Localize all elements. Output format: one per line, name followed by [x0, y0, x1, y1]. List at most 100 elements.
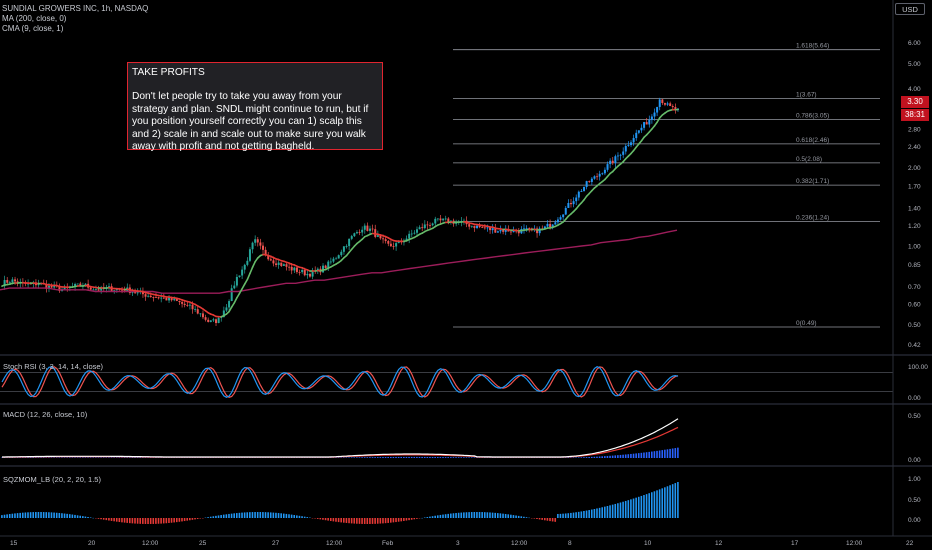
candle-body: [170, 297, 173, 301]
sqz-bar: [664, 487, 666, 518]
candle-body: [590, 178, 593, 182]
candle-body: [306, 273, 309, 276]
price-axis[interactable]: 6.00 5.00 4.00 2.80 2.40 2.00 1.70 1.40 1.20 1.00…: [892, 0, 932, 550]
sqz-bar: [296, 515, 298, 518]
candle-body: [196, 309, 199, 314]
sqz-bar: [619, 502, 622, 518]
candle-body: [486, 227, 489, 229]
sqz-bar: [557, 513, 559, 518]
macd-hist-bar: [369, 457, 371, 458]
take-profits-note[interactable]: TAKE PROFITS Don't let people try to tak…: [127, 62, 383, 152]
sqz-bar: [632, 498, 635, 518]
candle-body: [609, 160, 612, 165]
sqz-bar: [115, 518, 118, 522]
macd-hist-bar: [637, 453, 640, 458]
sqz-bar: [549, 518, 551, 522]
sqz-bar: [369, 518, 371, 524]
sqz-bar: [142, 518, 144, 524]
fib-label-4: 0.5(2.08): [796, 156, 822, 163]
symbol-title[interactable]: SUNDIAL GROWERS INC, 1h, NASDAQ: [2, 4, 149, 13]
sqzmom-label[interactable]: SQZMOM_LB (20, 2, 20, 1.5): [3, 475, 101, 484]
candle-body: [622, 151, 625, 155]
sqz-bar: [604, 506, 606, 518]
candle-body: [259, 242, 262, 246]
sqz-bar: [147, 518, 149, 524]
sqz-bar: [337, 518, 340, 523]
macd-hist-bar: [450, 457, 452, 458]
sqz-bar: [546, 518, 549, 521]
candle-body: [100, 287, 103, 291]
macd-hist-bar: [627, 454, 630, 458]
sqz-bar: [630, 499, 632, 518]
candle-body: [663, 103, 666, 105]
sqz-bar: [236, 513, 238, 518]
sqz-bar: [611, 504, 614, 518]
sqz-bar: [345, 518, 348, 523]
sqz-bar: [658, 489, 661, 518]
candle-body: [147, 295, 150, 297]
macd-hist-bar: [635, 453, 637, 458]
sqzmom-pane: [1, 482, 679, 524]
macd-hist-bar: [363, 457, 366, 458]
candle-body: [228, 301, 231, 308]
cma-legend[interactable]: CMA (9, close, 1): [2, 24, 64, 33]
sqz-bar: [3, 514, 6, 518]
macd-hist-bar: [405, 456, 408, 458]
candle-body: [549, 223, 552, 228]
sqz-bar: [332, 518, 335, 522]
time-tick-5: 12:00: [326, 540, 343, 547]
sqz-bar: [577, 511, 580, 518]
macd-hist-bar: [387, 457, 389, 458]
sqz-bar: [316, 518, 319, 519]
macd-hist-bar: [661, 450, 664, 458]
time-axis[interactable]: 15 20 12:00 25 27 12:00 Feb 3 12:00 8 10 12 17 12:00 2…: [0, 535, 932, 547]
candle-body: [186, 304, 189, 306]
sqz-bar: [21, 512, 24, 518]
sqz-bar: [259, 512, 262, 518]
candle-body: [358, 232, 361, 233]
candle-body: [288, 266, 291, 268]
ma200-legend[interactable]: MA (200, close, 0): [2, 14, 67, 23]
macd-hist-bar: [674, 448, 677, 458]
sqz-bar: [128, 518, 131, 524]
macd-hist-bar: [403, 456, 405, 458]
sqz-bar: [152, 518, 155, 524]
candle-body: [392, 246, 395, 247]
macd-hist-bar: [348, 457, 350, 458]
stoch-d-line: [1, 366, 679, 398]
fibonacci-retracement[interactable]: 1.618(5.64) 1(3.67) 0.786(3.05) 0.618(2.46)…: [453, 43, 880, 328]
currency-label[interactable]: USD: [895, 3, 925, 15]
macd-hist-bar: [645, 452, 648, 458]
sqz-bar: [32, 512, 35, 518]
candle-body: [353, 233, 356, 237]
candle-body: [627, 145, 630, 146]
sqz-bar: [497, 513, 499, 518]
sqz-bar: [74, 514, 76, 518]
candle-body: [269, 259, 272, 261]
macd-hist-bar: [400, 456, 403, 458]
candle-body: [188, 304, 191, 306]
pane-separators[interactable]: [0, 354, 932, 467]
sqz-bar: [512, 515, 515, 518]
sqz-bar: [559, 513, 562, 518]
sqz-bar: [121, 518, 123, 523]
candle-body: [569, 203, 572, 205]
candle-body: [596, 176, 599, 178]
sqz-bar: [55, 512, 58, 518]
sqz-bar: [228, 513, 230, 518]
macd-label[interactable]: MACD (12, 26, close, 10): [3, 410, 88, 419]
price-tick-8: 1.40: [908, 205, 921, 212]
candle-body: [496, 231, 499, 233]
sqz-bar: [241, 512, 243, 518]
sqz-bar: [429, 516, 431, 518]
sqz-bar: [29, 512, 32, 518]
sqz-bar: [624, 500, 627, 518]
candle-body: [157, 297, 160, 299]
stoch-rsi-label[interactable]: Stoch RSI (3, 3, 14, 14, close): [3, 362, 104, 371]
candle-body: [251, 242, 254, 250]
sqz-bar: [84, 516, 87, 518]
sqz-bar: [476, 512, 478, 518]
sqz-bar: [640, 495, 643, 518]
candle-body: [282, 264, 285, 266]
